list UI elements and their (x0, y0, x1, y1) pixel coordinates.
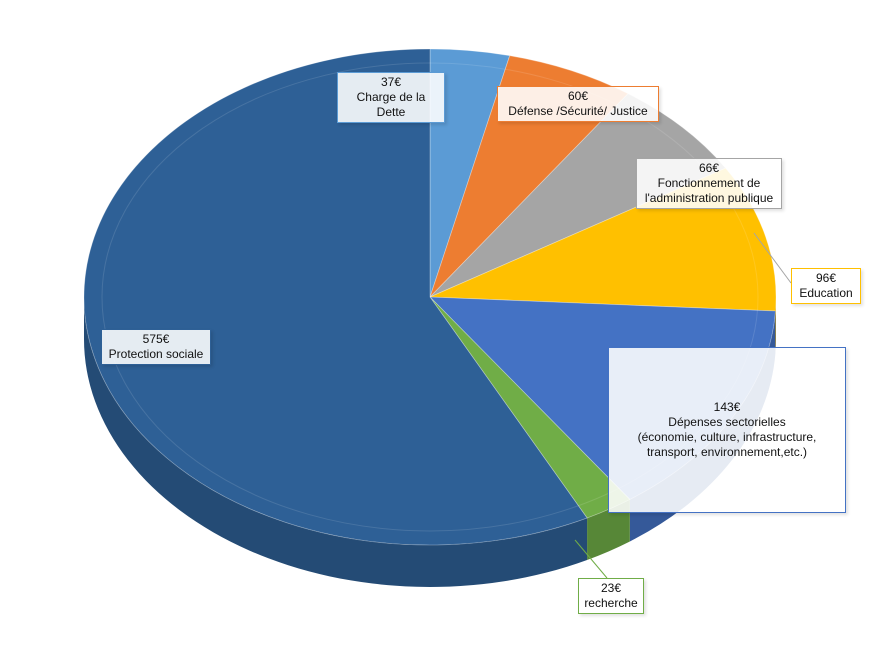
pie-side-wall (587, 499, 630, 560)
label-depenses-line2: (économie, culture, infrastructure, (637, 430, 817, 444)
label-education: 96€ Education (791, 268, 861, 304)
label-depenses-line3: transport, environnement,etc.) (646, 445, 808, 459)
label-depenses-sectorielles: 143€ Dépenses sectorielles (économie, cu… (608, 347, 846, 513)
label-depenses-value: 143€ (713, 400, 741, 414)
label-charge-dette-name: Charge de la Dette (356, 90, 426, 119)
label-protection-value: 575€ (142, 332, 170, 346)
label-charge-dette: 37€ Charge de la Dette (337, 72, 445, 123)
leader-line (574, 539, 608, 579)
label-fonctionnement-value: 66€ (698, 161, 720, 175)
label-fonctionnement: 66€ Fonctionnement de l'administration p… (636, 158, 782, 209)
leader-line (753, 232, 792, 284)
pie-side-wall (775, 297, 776, 354)
pie-highlight-ring (101, 62, 759, 532)
label-education-value: 96€ (815, 271, 837, 285)
label-recherche-name: recherche (584, 596, 638, 610)
label-defense-value: 60€ (567, 89, 589, 103)
label-defense: 60€ Défense /Sécurité/ Justice (497, 86, 659, 122)
label-recherche: 23€ recherche (578, 578, 644, 614)
label-depenses-line1: Dépenses sectorielles (668, 415, 786, 429)
label-defense-name: Défense /Sécurité/ Justice (508, 104, 648, 118)
pie-slice (83, 48, 588, 546)
label-charge-dette-value: 37€ (380, 75, 402, 89)
pie-slice (429, 48, 511, 298)
label-protection-sociale: 575€ Protection sociale (101, 329, 211, 365)
label-fonctionnement-line2: l'administration publique (644, 191, 774, 205)
label-education-name: Education (799, 286, 853, 300)
label-recherche-value: 23€ (600, 581, 622, 595)
label-fonctionnement-line1: Fonctionnement de (657, 176, 761, 190)
pie-side-wall (84, 297, 588, 587)
label-protection-name: Protection sociale (108, 347, 204, 361)
